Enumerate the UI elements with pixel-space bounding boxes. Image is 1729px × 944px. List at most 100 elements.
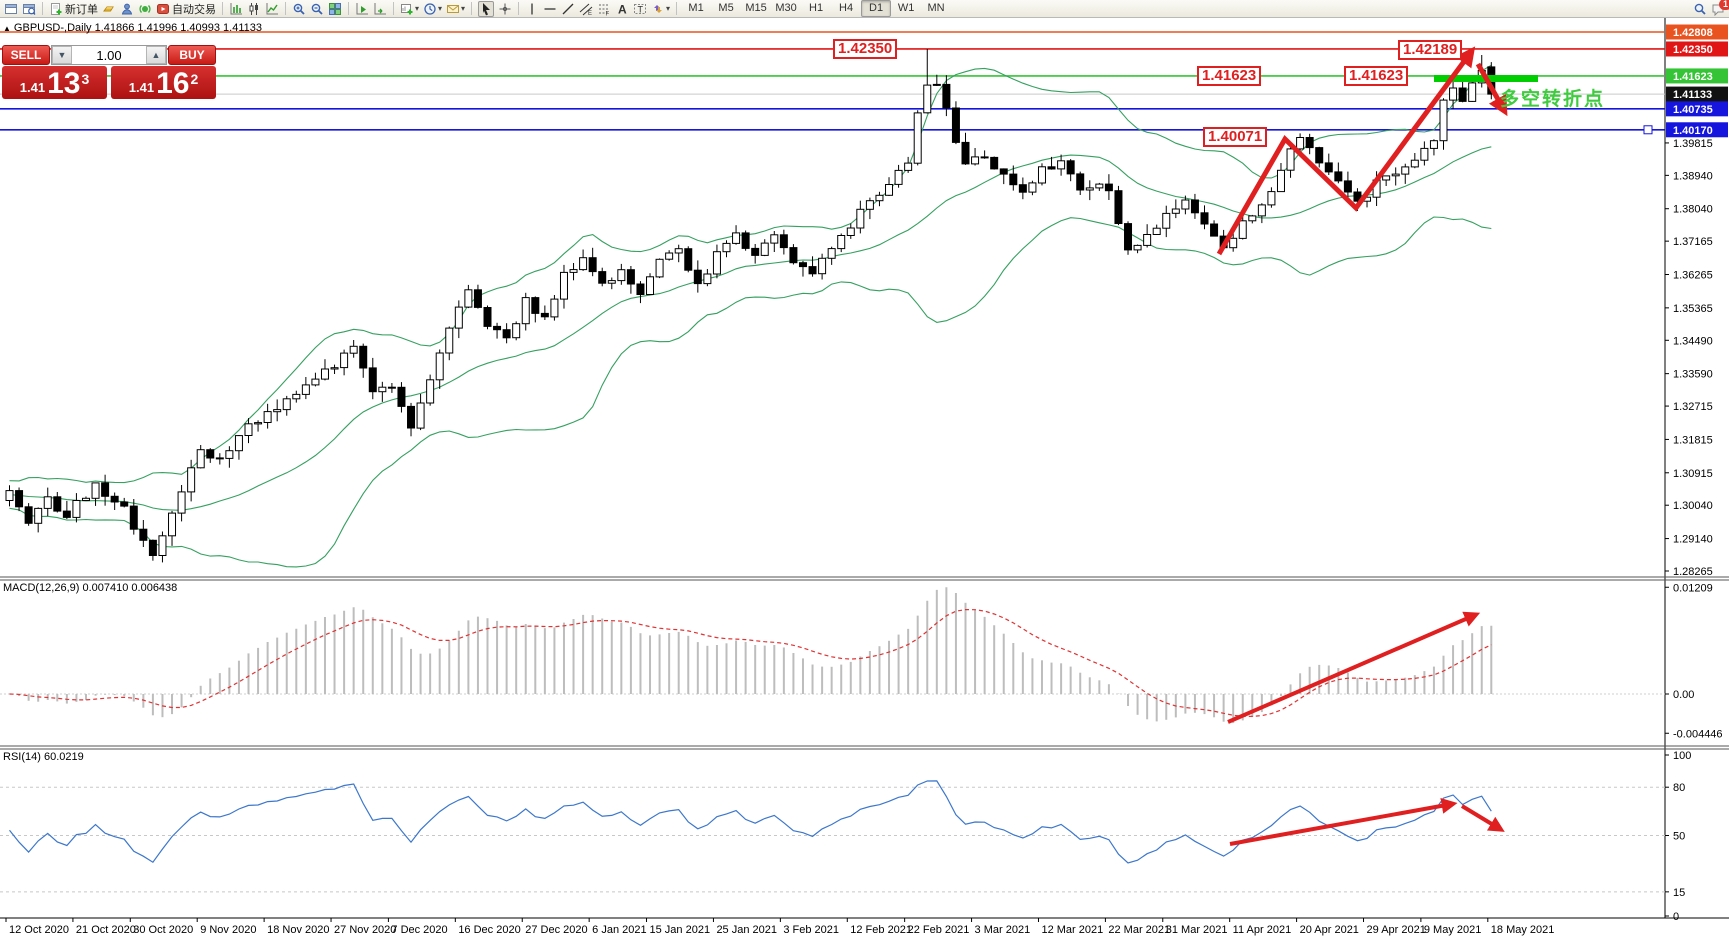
price-text-label[interactable]: 1.40071 bbox=[1203, 127, 1268, 147]
timeframe-button-m15[interactable]: M15 bbox=[745, 2, 767, 14]
bar-chart-icon[interactable] bbox=[227, 1, 245, 17]
svg-text:1.28265: 1.28265 bbox=[1673, 566, 1713, 578]
window-icon[interactable] bbox=[2, 1, 20, 17]
timeframe-button-m30[interactable]: M30 bbox=[775, 2, 797, 14]
candlestick-chart-icon[interactable] bbox=[245, 1, 263, 17]
sell-price[interactable]: 1.41 13 3 bbox=[2, 66, 107, 99]
svg-text:27 Nov 2020: 27 Nov 2020 bbox=[334, 924, 396, 936]
profiles-clock-icon[interactable]: ▾ bbox=[421, 1, 444, 17]
timeframe-button-m5[interactable]: M5 bbox=[718, 2, 734, 14]
indicator-window-icon[interactable] bbox=[20, 1, 38, 17]
timeframe-button-w1[interactable]: W1 bbox=[897, 2, 915, 14]
buy-price[interactable]: 1.41 16 2 bbox=[111, 66, 216, 99]
toolbar-separator bbox=[676, 2, 678, 15]
svg-text:20 Apr 2021: 20 Apr 2021 bbox=[1300, 924, 1359, 936]
auto-scroll-icon[interactable] bbox=[353, 1, 371, 17]
price-text-label[interactable]: 1.42350 bbox=[833, 39, 898, 59]
equidistant-channel-icon[interactable]: E bbox=[577, 1, 595, 17]
vertical-line-icon[interactable] bbox=[523, 1, 541, 17]
sell-price-prefix: 1.41 bbox=[19, 80, 46, 95]
arrows-icon[interactable]: ▾ bbox=[649, 1, 672, 17]
turning-point-annotation[interactable]: 多空转折点 bbox=[1500, 89, 1606, 110]
svg-text:15: 15 bbox=[1673, 887, 1685, 899]
svg-text:31 Mar 2021: 31 Mar 2021 bbox=[1166, 924, 1228, 936]
svg-text:27 Dec 2020: 27 Dec 2020 bbox=[525, 924, 587, 936]
svg-text:50: 50 bbox=[1673, 831, 1685, 843]
svg-text:1.41133: 1.41133 bbox=[1673, 89, 1712, 101]
svg-text:1.30915: 1.30915 bbox=[1673, 468, 1713, 480]
terminal-icon[interactable] bbox=[118, 1, 136, 17]
timeframe-button-mn[interactable]: MN bbox=[927, 2, 945, 14]
chat-icon[interactable]: 1 bbox=[1709, 0, 1729, 17]
signals-icon[interactable] bbox=[136, 1, 154, 17]
trendline-icon[interactable] bbox=[559, 1, 577, 17]
volume-stepper: ▼ 1.00 ▲ bbox=[51, 45, 167, 65]
autotrading-icon[interactable]: 自动交易 bbox=[154, 1, 218, 17]
timeframe-button-h1[interactable]: H1 bbox=[809, 2, 824, 14]
line-chart-icon[interactable] bbox=[263, 1, 281, 17]
price-text-label[interactable]: 1.41623 bbox=[1197, 66, 1262, 86]
svg-text:15 Jan 2021: 15 Jan 2021 bbox=[650, 924, 711, 936]
tile-windows-icon[interactable] bbox=[326, 1, 344, 17]
svg-text:1.33590: 1.33590 bbox=[1673, 369, 1713, 381]
chart-title: ▲ GBPUSD-,Daily 1.41866 1.41996 1.40993 1… bbox=[3, 22, 262, 34]
buy-button[interactable]: BUY bbox=[168, 45, 216, 65]
svg-text:1.39815: 1.39815 bbox=[1673, 138, 1713, 150]
timeframe-button-h4[interactable]: H4 bbox=[839, 2, 854, 14]
svg-text:E: E bbox=[588, 11, 592, 16]
volume-input[interactable]: 1.00 bbox=[96, 47, 122, 63]
chart-shift-icon[interactable] bbox=[371, 1, 389, 17]
svg-text:1.34490: 1.34490 bbox=[1673, 335, 1713, 347]
fibonacci-icon[interactable]: F bbox=[595, 1, 613, 17]
svg-text:12 Feb 2021: 12 Feb 2021 bbox=[850, 924, 912, 936]
price-axis[interactable]: 1.39815 1.38940 1.38040 1.37165 1.36265 1.353… bbox=[1665, 24, 1728, 923]
sell-button[interactable]: SELL bbox=[2, 45, 50, 65]
zoom-in-icon[interactable] bbox=[290, 1, 308, 17]
svg-text:30 Oct 2020: 30 Oct 2020 bbox=[133, 924, 193, 936]
mailbox-icon[interactable]: ▾ bbox=[444, 1, 467, 17]
svg-text:1.29140: 1.29140 bbox=[1673, 534, 1713, 546]
search-icon[interactable] bbox=[1691, 1, 1709, 17]
volume-increase-button[interactable]: ▲ bbox=[146, 46, 166, 64]
svg-text:11 Apr 2021: 11 Apr 2021 bbox=[1233, 924, 1292, 936]
horizontal-line-icon[interactable] bbox=[541, 1, 559, 17]
new-order-icon-label: 新订单 bbox=[65, 3, 98, 16]
buy-price-prefix: 1.41 bbox=[128, 80, 155, 95]
svg-text:3 Feb 2021: 3 Feb 2021 bbox=[783, 924, 839, 936]
svg-text:25 Jan 2021: 25 Jan 2021 bbox=[716, 924, 777, 936]
svg-text:12 Oct 2020: 12 Oct 2020 bbox=[9, 924, 69, 936]
svg-text:21 Oct 2020: 21 Oct 2020 bbox=[76, 924, 136, 936]
price-text-label[interactable]: 1.41623 bbox=[1344, 66, 1409, 86]
price-text-label[interactable]: 1.42189 bbox=[1398, 40, 1463, 60]
new-order-icon[interactable]: 新订单 bbox=[47, 1, 100, 17]
timeframe-button-m1[interactable]: M1 bbox=[688, 2, 704, 14]
toolbar-separator bbox=[222, 2, 223, 15]
zoom-out-icon[interactable] bbox=[308, 1, 326, 17]
text-label-icon[interactable]: T bbox=[631, 1, 649, 17]
toolbar-separator bbox=[471, 2, 473, 15]
rsi-pane bbox=[0, 780, 1665, 893]
annotation-arrows[interactable] bbox=[1216, 46, 1508, 846]
svg-text:1.40170: 1.40170 bbox=[1673, 125, 1713, 137]
buy-price-point: 2 bbox=[190, 71, 199, 87]
pane-frame bbox=[0, 18, 1729, 919]
timeframe-button-d1[interactable]: D1 bbox=[861, 0, 892, 17]
svg-text:22 Feb 2021: 22 Feb 2021 bbox=[908, 924, 970, 936]
svg-text:T: T bbox=[638, 4, 644, 14]
text-icon[interactable]: A bbox=[613, 1, 631, 17]
new-chart-icon[interactable]: ▾ bbox=[398, 1, 421, 17]
sell-price-point: 3 bbox=[81, 71, 90, 87]
crosshair-icon[interactable] bbox=[496, 1, 514, 17]
svg-text:9 Nov 2020: 9 Nov 2020 bbox=[200, 924, 256, 936]
symbol-marker-icon: ▲ bbox=[3, 24, 11, 33]
svg-text:16 Dec 2020: 16 Dec 2020 bbox=[458, 924, 520, 936]
cursor-icon[interactable] bbox=[476, 0, 496, 17]
rsi-label: RSI(14) 60.0219 bbox=[3, 751, 84, 763]
volume-decrease-button[interactable]: ▼ bbox=[52, 46, 72, 64]
svg-text:80: 80 bbox=[1673, 782, 1685, 794]
autotrading-icon-label: 自动交易 bbox=[172, 3, 216, 16]
candles-layer bbox=[5, 49, 1496, 563]
depth-of-market-icon[interactable] bbox=[100, 1, 118, 17]
